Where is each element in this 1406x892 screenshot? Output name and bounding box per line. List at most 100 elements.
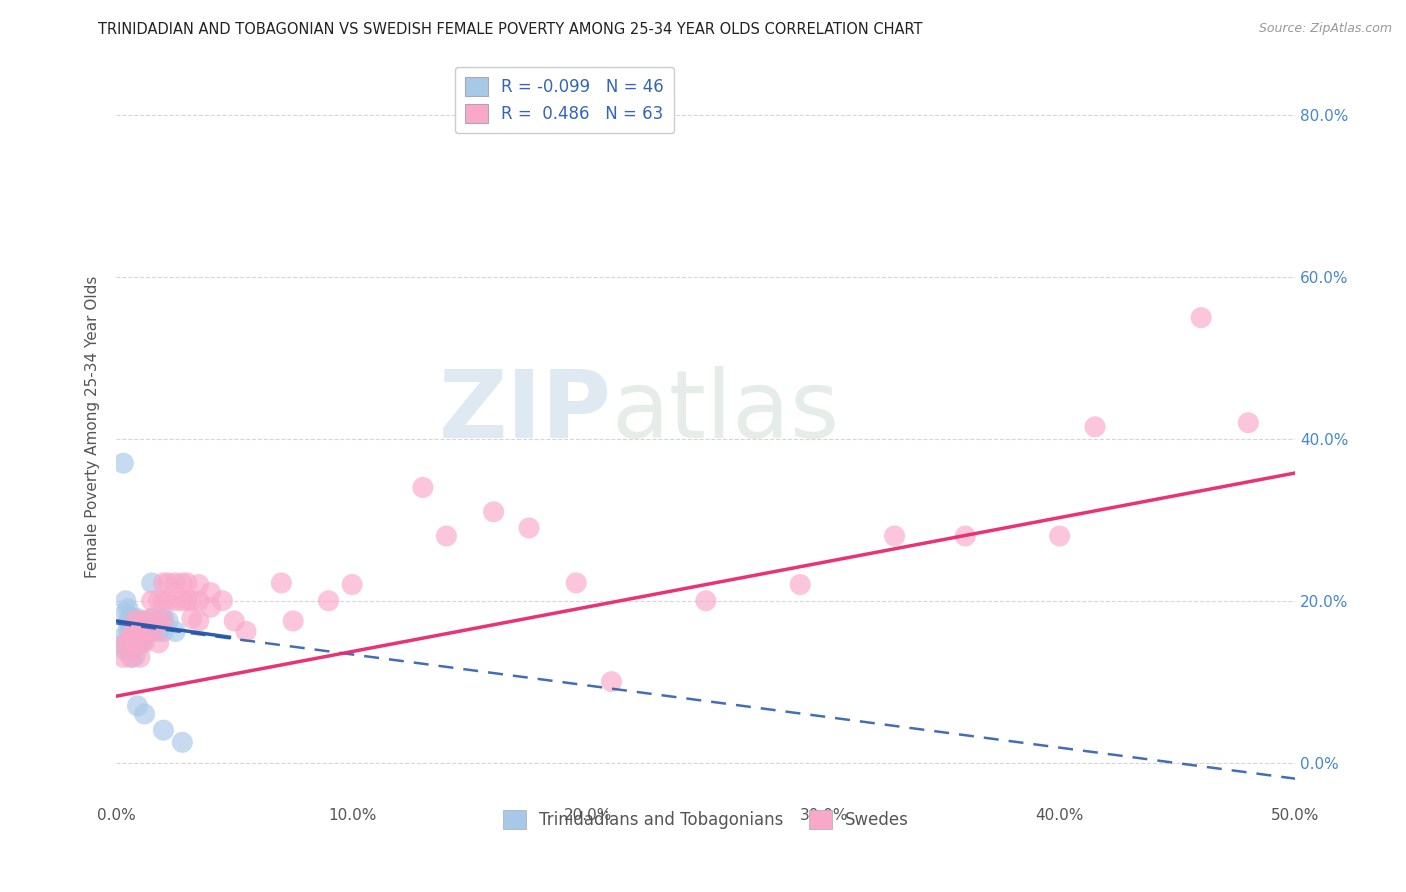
Point xyxy=(152,723,174,738)
Point xyxy=(128,634,150,648)
Point xyxy=(281,614,304,628)
Point xyxy=(128,636,150,650)
Point xyxy=(141,611,163,625)
Point xyxy=(131,626,153,640)
Point xyxy=(187,577,209,591)
Point xyxy=(121,636,143,650)
Y-axis label: Female Poverty Among 25-34 Year Olds: Female Poverty Among 25-34 Year Olds xyxy=(86,276,100,578)
Point xyxy=(134,706,156,721)
Point xyxy=(127,634,149,648)
Point xyxy=(134,628,156,642)
Point xyxy=(157,614,180,628)
Point xyxy=(180,593,202,607)
Point xyxy=(211,593,233,607)
Point xyxy=(789,577,811,591)
Point xyxy=(124,618,146,632)
Point xyxy=(180,611,202,625)
Legend: Trinidadians and Tobagonians, Swedes: Trinidadians and Tobagonians, Swedes xyxy=(496,804,915,836)
Point xyxy=(124,636,146,650)
Point xyxy=(121,650,143,665)
Point xyxy=(172,576,194,591)
Point xyxy=(114,606,136,620)
Point xyxy=(152,593,174,607)
Point xyxy=(124,648,146,663)
Point xyxy=(152,611,174,625)
Point xyxy=(134,636,156,650)
Point xyxy=(165,624,187,639)
Point xyxy=(117,602,139,616)
Point xyxy=(695,593,717,607)
Point xyxy=(955,529,977,543)
Point xyxy=(127,614,149,628)
Point xyxy=(270,576,292,591)
Point xyxy=(120,622,142,636)
Point xyxy=(127,636,149,650)
Point xyxy=(141,593,163,607)
Point xyxy=(114,593,136,607)
Point xyxy=(224,614,246,628)
Point xyxy=(517,521,540,535)
Point xyxy=(120,644,142,658)
Point xyxy=(121,626,143,640)
Point xyxy=(883,529,905,543)
Point xyxy=(131,616,153,631)
Point xyxy=(187,593,209,607)
Point xyxy=(114,636,136,650)
Point xyxy=(176,576,198,591)
Point xyxy=(128,614,150,628)
Point xyxy=(124,614,146,628)
Point xyxy=(120,610,142,624)
Point xyxy=(121,636,143,650)
Point xyxy=(165,576,187,591)
Point xyxy=(172,593,194,607)
Point xyxy=(127,624,149,639)
Point xyxy=(436,529,458,543)
Point xyxy=(152,624,174,639)
Point xyxy=(112,630,135,644)
Point xyxy=(340,577,363,591)
Point xyxy=(141,611,163,625)
Text: TRINIDADIAN AND TOBAGONIAN VS SWEDISH FEMALE POVERTY AMONG 25-34 YEAR OLDS CORRE: TRINIDADIAN AND TOBAGONIAN VS SWEDISH FE… xyxy=(98,22,922,37)
Point xyxy=(117,614,139,628)
Point xyxy=(148,611,170,625)
Point xyxy=(1084,419,1107,434)
Point xyxy=(1237,416,1260,430)
Point xyxy=(128,624,150,639)
Point xyxy=(152,576,174,591)
Point xyxy=(120,650,142,665)
Point xyxy=(148,614,170,628)
Point xyxy=(112,456,135,470)
Point xyxy=(600,674,623,689)
Point xyxy=(134,618,156,632)
Point xyxy=(117,622,139,636)
Point xyxy=(141,624,163,639)
Point xyxy=(165,593,187,607)
Point xyxy=(482,505,505,519)
Point xyxy=(318,593,340,607)
Point xyxy=(134,624,156,639)
Point xyxy=(565,576,588,591)
Point xyxy=(141,576,163,591)
Point xyxy=(124,628,146,642)
Point xyxy=(176,593,198,607)
Point xyxy=(128,624,150,639)
Point xyxy=(127,698,149,713)
Point xyxy=(412,481,434,495)
Point xyxy=(124,636,146,650)
Point xyxy=(172,735,194,749)
Point xyxy=(117,640,139,655)
Point xyxy=(114,644,136,658)
Point xyxy=(148,593,170,607)
Point xyxy=(124,624,146,639)
Point xyxy=(1049,529,1071,543)
Point xyxy=(134,614,156,628)
Text: atlas: atlas xyxy=(612,366,839,458)
Text: ZIP: ZIP xyxy=(439,366,612,458)
Point xyxy=(128,650,150,665)
Point xyxy=(148,624,170,639)
Point xyxy=(157,593,180,607)
Point xyxy=(121,614,143,628)
Point xyxy=(157,576,180,591)
Point xyxy=(141,624,163,639)
Point xyxy=(200,585,222,599)
